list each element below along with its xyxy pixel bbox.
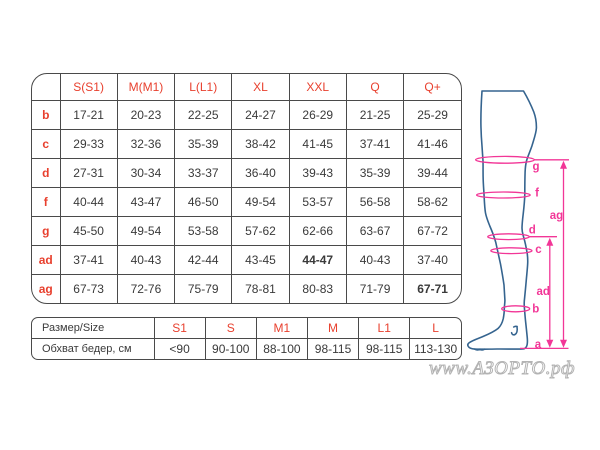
svg-text:c: c — [535, 244, 542, 256]
svg-text:b: b — [532, 304, 539, 316]
svg-text:ad: ad — [537, 286, 550, 298]
svg-text:d: d — [529, 225, 536, 237]
svg-text:ag: ag — [550, 210, 563, 222]
svg-text:a: a — [535, 339, 542, 351]
svg-text:g: g — [533, 161, 540, 173]
svg-text:f: f — [535, 188, 539, 200]
